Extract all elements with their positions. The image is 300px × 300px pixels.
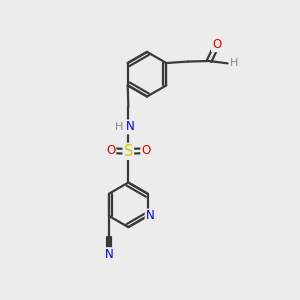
Text: N: N xyxy=(105,248,113,261)
Text: O: O xyxy=(141,144,151,157)
Text: H: H xyxy=(115,122,123,132)
Text: O: O xyxy=(212,38,221,51)
Text: N: N xyxy=(125,121,134,134)
Text: H: H xyxy=(230,58,238,68)
Text: N: N xyxy=(146,209,154,223)
Text: S: S xyxy=(124,144,133,159)
Text: O: O xyxy=(106,144,116,157)
